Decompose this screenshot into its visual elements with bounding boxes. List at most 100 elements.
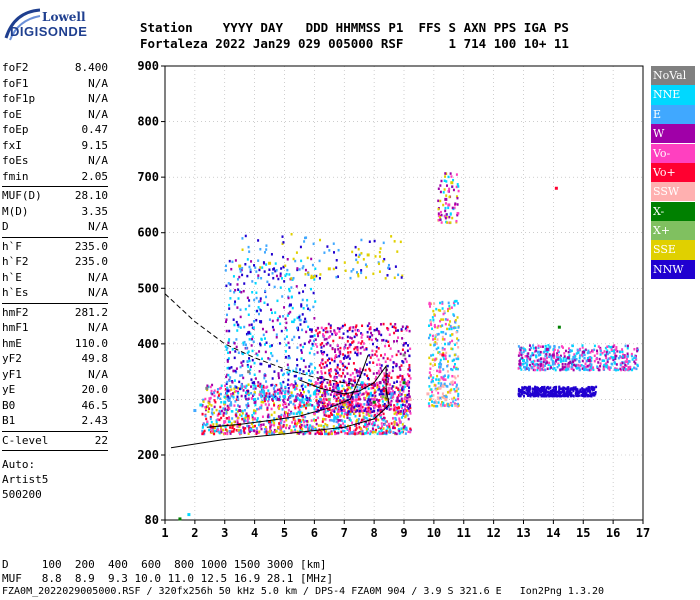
data-point-e (229, 403, 233, 407)
echo-dot (375, 375, 378, 379)
echo-dot (352, 362, 355, 365)
echo-dot (358, 407, 361, 410)
echo-dot (301, 387, 304, 391)
echo-dot (521, 356, 524, 360)
echo-dot (224, 388, 227, 391)
echo-dot (428, 404, 431, 408)
echo-dot (528, 368, 531, 372)
echo-dot (393, 420, 396, 423)
echo-dot (621, 348, 624, 351)
legend-item-e: E (651, 104, 695, 124)
echo-dot (351, 372, 354, 375)
echo-dot (389, 401, 392, 404)
echo-dot (298, 316, 301, 319)
param-value: N/A (88, 220, 108, 233)
echo-dot (629, 365, 632, 369)
echo-dot (331, 332, 334, 336)
echo-dot (234, 413, 237, 417)
echo-dot (349, 410, 352, 414)
echo-dot (633, 366, 636, 370)
echo-dot (390, 407, 393, 411)
echo-dot (337, 383, 340, 387)
echo-dot (617, 356, 620, 360)
echo-dot (346, 340, 349, 343)
echo-dot (530, 346, 533, 350)
echo-dot (454, 343, 457, 346)
echo-dot (441, 385, 444, 388)
echo-dot (314, 381, 317, 384)
y-tick-label: 900 (137, 59, 159, 73)
echo-dot (440, 213, 443, 217)
echo-dot (279, 286, 282, 289)
echo-dot (605, 351, 608, 354)
echo-dot (209, 416, 212, 419)
echo-dot (394, 326, 397, 330)
echo-dot (401, 337, 404, 340)
echo-dot (441, 338, 444, 341)
echo-dot (231, 260, 234, 264)
echo-dot (374, 255, 377, 258)
echo-dot (409, 347, 412, 351)
echo-dot (454, 321, 457, 324)
echo-dot (331, 413, 334, 416)
echo-dot (225, 375, 228, 379)
echo-dot (581, 367, 584, 370)
echo-dot (365, 276, 368, 279)
echo-dot (596, 352, 599, 355)
echo-dot (409, 377, 412, 380)
echo-dot (256, 309, 259, 313)
echo-dot (290, 412, 293, 415)
echo-dot (529, 394, 532, 398)
echo-dot (370, 414, 373, 418)
echo-dot (433, 343, 436, 346)
echo-dot (235, 338, 238, 341)
echo-dot (376, 409, 379, 412)
echo-dot (335, 354, 338, 357)
echo-dot (588, 387, 591, 391)
echo-dot (288, 413, 291, 417)
echo-dot (304, 317, 307, 321)
echo-dot (301, 398, 304, 402)
echo-dot (256, 407, 259, 411)
echo-dot (382, 427, 385, 430)
echo-dot (244, 307, 247, 311)
echo-dot (226, 366, 229, 370)
echo-dot (373, 409, 376, 413)
echo-dot (372, 386, 375, 390)
echo-dot (275, 336, 278, 339)
echo-dot (563, 355, 566, 358)
echo-dot (387, 344, 390, 347)
echo-dot (254, 399, 257, 403)
echo-dot (329, 431, 332, 435)
echo-dot (334, 405, 337, 408)
echo-dot (379, 427, 382, 430)
echo-dot (204, 423, 207, 427)
echo-dot (564, 363, 567, 366)
echo-dot (408, 329, 411, 333)
echo-dot (544, 344, 547, 348)
echo-dot (201, 429, 204, 433)
echo-dot (385, 420, 388, 423)
echo-dot (390, 387, 393, 390)
echo-dot (548, 355, 551, 359)
echo-dot (358, 426, 361, 429)
echo-dot (296, 326, 299, 330)
param-value: N/A (88, 107, 108, 121)
data-point-sse (366, 253, 370, 257)
echo-dot (395, 386, 398, 389)
echo-dot (300, 259, 303, 263)
echo-dot (222, 414, 225, 417)
echo-dot (607, 345, 610, 348)
echo-dot (364, 383, 367, 387)
echo-dot (354, 351, 357, 354)
echo-dot (284, 355, 287, 359)
echo-dot (282, 255, 285, 259)
echo-dot (375, 428, 378, 432)
echo-dot (351, 341, 354, 344)
echo-dot (526, 358, 529, 362)
data-point-vo (297, 419, 301, 423)
echo-dot (388, 383, 391, 386)
echo-dot (366, 394, 369, 397)
echo-dot (451, 368, 454, 372)
echo-dot (286, 371, 289, 374)
